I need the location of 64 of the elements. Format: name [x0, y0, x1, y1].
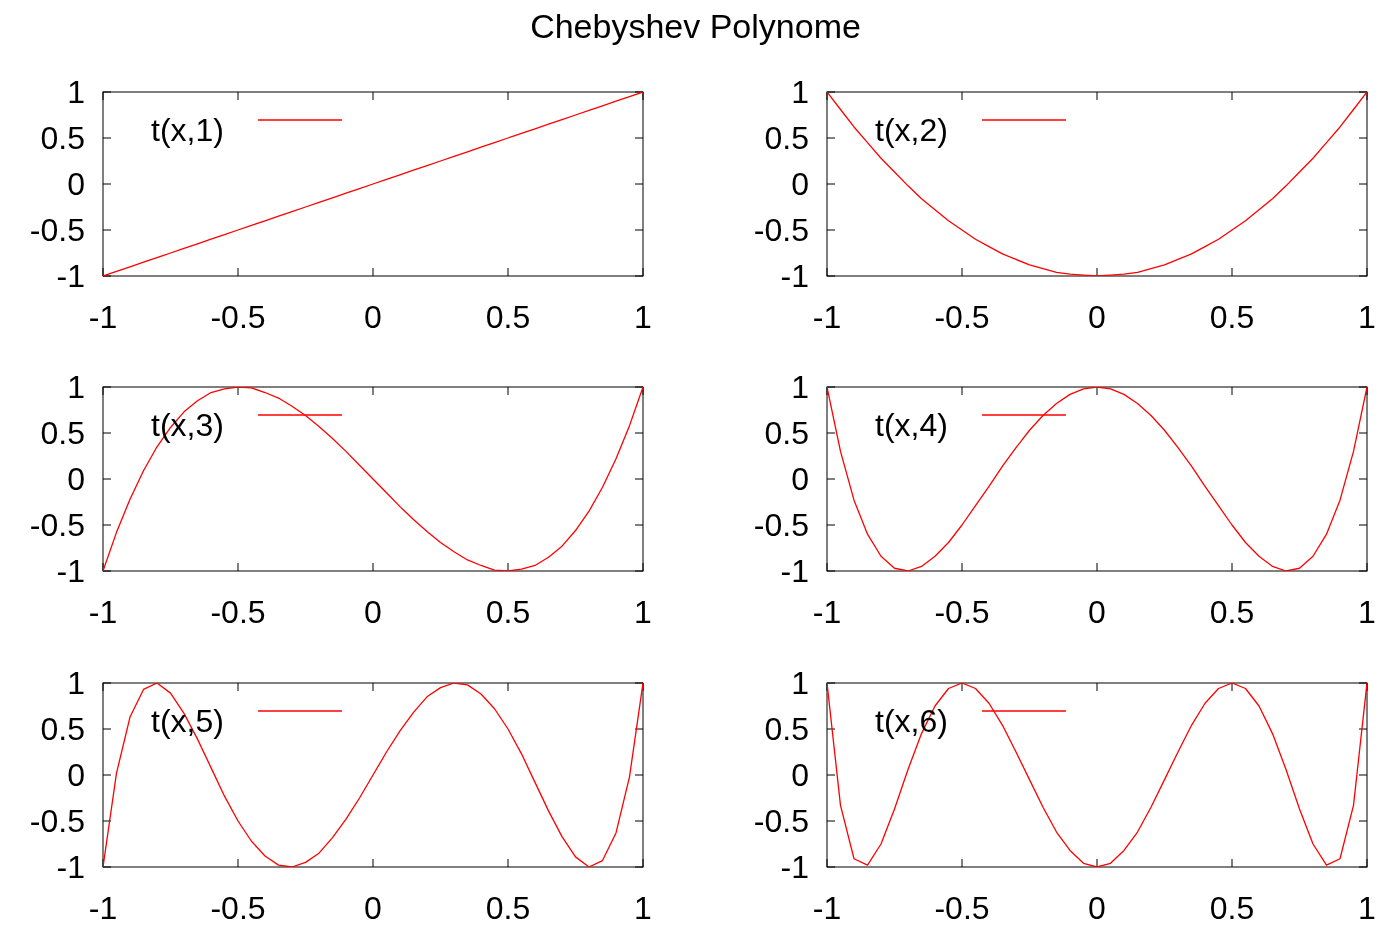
legend-label: t(x,1) [151, 112, 224, 149]
y-tick-label: -0.5 [29, 212, 85, 249]
x-tick-label: 1 [1358, 890, 1376, 926]
legend-label: t(x,2) [875, 112, 948, 149]
line-series [103, 387, 643, 571]
y-tick-label: 0 [791, 461, 809, 498]
x-tick-label: -0.5 [934, 594, 990, 630]
y-tick-label: -1 [56, 258, 85, 295]
x-tick-label: -0.5 [934, 890, 990, 926]
y-tick-label: 1 [791, 369, 809, 406]
x-tick-label: -0.5 [210, 299, 266, 335]
x-tick-label: 0 [364, 299, 382, 335]
y-tick-label: 0 [67, 757, 85, 794]
y-tick-label: -1 [780, 258, 809, 295]
x-tick-label: 0.5 [485, 594, 531, 630]
x-tick-label: 1 [1358, 594, 1376, 630]
y-tick-label: 0.5 [764, 120, 809, 157]
x-tick-label: -0.5 [210, 594, 266, 630]
y-tick-label: -0.5 [753, 507, 809, 544]
y-tick-label: -1 [56, 553, 85, 590]
line-series [827, 387, 1367, 571]
y-tick-label: -1 [780, 849, 809, 886]
x-tick-label: 0 [1088, 299, 1106, 335]
y-tick-label: 0.5 [40, 415, 85, 452]
y-tick-label: -1 [780, 553, 809, 590]
y-tick-label: 0.5 [40, 711, 85, 748]
x-tick-label: 0 [364, 890, 382, 926]
y-tick-label: -1 [56, 849, 85, 886]
x-tick-label: 0.5 [1209, 594, 1255, 630]
x-tick-label: 0 [1088, 890, 1106, 926]
y-tick-label: 1 [791, 665, 809, 702]
x-tick-label: 1 [634, 299, 652, 335]
x-tick-label: 0 [1088, 594, 1106, 630]
x-tick-label: 0.5 [485, 890, 531, 926]
legend-label: t(x,4) [875, 407, 948, 444]
y-tick-label: 1 [67, 369, 85, 406]
y-tick-label: -0.5 [753, 803, 809, 840]
x-tick-label: 1 [1358, 299, 1376, 335]
y-tick-label: 1 [791, 74, 809, 111]
x-tick-label: 0 [364, 594, 382, 630]
line-series [827, 683, 1367, 867]
line-series [103, 683, 643, 867]
chart-title: Chebyshev Polynome [530, 7, 861, 45]
y-tick-label: -0.5 [29, 803, 85, 840]
y-tick-label: 0.5 [764, 415, 809, 452]
y-tick-label: 0 [67, 461, 85, 498]
y-tick-label: -0.5 [29, 507, 85, 544]
y-tick-label: -0.5 [753, 212, 809, 249]
y-tick-label: 1 [67, 74, 85, 111]
line-series [103, 92, 643, 276]
line-series [827, 92, 1367, 276]
x-tick-label: 0.5 [1209, 890, 1255, 926]
x-tick-label: 0.5 [485, 299, 531, 335]
y-tick-label: 0.5 [764, 711, 809, 748]
x-tick-label: 1 [634, 890, 652, 926]
x-tick-label: -0.5 [934, 299, 990, 335]
y-tick-label: 1 [67, 665, 85, 702]
y-tick-label: 0 [791, 166, 809, 203]
x-tick-label: 0.5 [1209, 299, 1255, 335]
y-tick-label: 0.5 [40, 120, 85, 157]
y-tick-label: 0 [791, 757, 809, 794]
x-tick-label: -0.5 [210, 890, 266, 926]
y-tick-label: 0 [67, 166, 85, 203]
x-tick-label: 1 [634, 594, 652, 630]
